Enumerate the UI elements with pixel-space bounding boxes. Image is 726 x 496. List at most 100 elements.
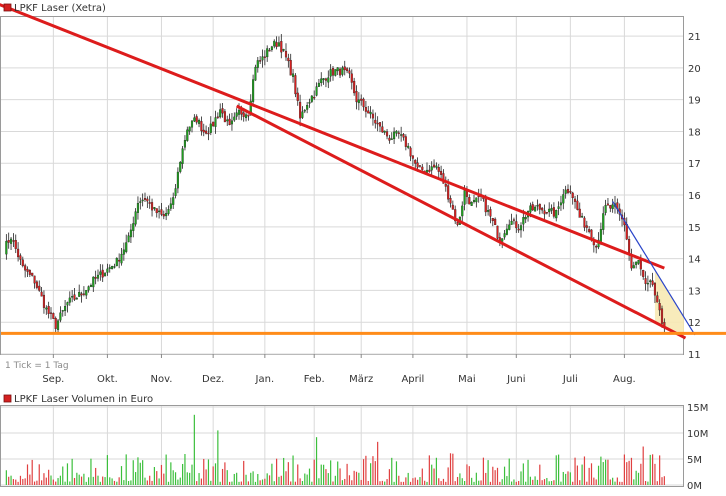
candle-body — [101, 269, 104, 278]
volume-bar — [424, 480, 426, 485]
volume-tick-label: 15M — [687, 403, 708, 414]
volume-bar — [45, 477, 47, 485]
volume-bar — [414, 477, 416, 485]
volume-panel-frame — [0, 405, 684, 487]
candle-body — [47, 305, 50, 314]
volume-bar — [440, 481, 442, 485]
volume-bar — [5, 470, 7, 485]
volume-bar — [160, 464, 163, 485]
volume-bar — [332, 481, 334, 485]
candle-body — [141, 199, 144, 202]
volume-bar — [485, 472, 487, 485]
candle-body — [125, 242, 128, 252]
volume-bar — [607, 459, 609, 485]
volume-bar — [205, 469, 207, 485]
candle-body — [148, 202, 151, 204]
volume-bar — [398, 475, 400, 485]
candle-body — [470, 201, 473, 206]
volume-bar — [555, 455, 557, 485]
candle-body — [574, 198, 577, 202]
candle-body — [522, 217, 525, 225]
candle-body — [583, 217, 586, 228]
volume-bar — [327, 473, 329, 485]
candle-body — [341, 67, 344, 75]
volume-bar — [489, 481, 492, 485]
candle-body — [75, 298, 78, 300]
candle-body — [404, 136, 407, 147]
volume-bar — [245, 474, 247, 485]
volume-bar — [170, 462, 172, 485]
volume-bar — [266, 473, 268, 485]
candle-body — [355, 91, 358, 103]
volume-bar — [407, 472, 409, 485]
candle-body — [646, 282, 649, 285]
candle-body — [221, 108, 224, 114]
volume-bar — [515, 481, 517, 485]
candle-body — [230, 120, 234, 125]
candle-body — [66, 302, 69, 306]
candle-body — [635, 261, 638, 265]
candle-body — [38, 285, 41, 291]
candle-body — [155, 208, 158, 214]
candle-body — [165, 213, 168, 217]
volume-bar — [353, 470, 355, 485]
candle-body — [435, 165, 438, 168]
volume-bar — [409, 481, 412, 485]
volume-bar — [520, 471, 522, 485]
candle-body — [249, 100, 252, 116]
volume-bar — [581, 464, 583, 485]
candle-body — [440, 170, 443, 175]
volume-bar — [447, 467, 449, 485]
candle-body — [89, 285, 93, 287]
candle-body — [139, 201, 142, 203]
volume-bar — [402, 481, 405, 485]
volume-bar — [487, 460, 489, 485]
volume-bar — [177, 479, 179, 485]
candle-body — [99, 271, 102, 275]
volume-legend-swatch — [3, 394, 12, 403]
volume-bar — [10, 475, 12, 485]
candle-body — [195, 116, 198, 123]
volume-bar — [659, 455, 661, 485]
candle-body — [207, 132, 210, 135]
volume-bar — [186, 472, 188, 485]
volume-bar — [663, 476, 665, 485]
volume-bar — [15, 479, 17, 485]
candle-body — [468, 197, 471, 205]
volume-bar — [518, 480, 520, 485]
volume-bar — [229, 481, 231, 485]
candle-body — [397, 132, 400, 134]
volume-bar — [240, 481, 242, 485]
volume-bar — [341, 480, 343, 485]
volume-bar — [621, 481, 623, 485]
volume-bar — [576, 465, 578, 485]
volume-bar — [118, 477, 120, 485]
volume-bar — [595, 479, 597, 485]
candle-body — [456, 222, 459, 225]
candle-body — [212, 121, 215, 127]
volume-bar — [339, 468, 341, 485]
candle-body — [348, 70, 351, 74]
volume-bar — [419, 477, 421, 485]
candle-body — [395, 130, 398, 134]
candle-body — [609, 205, 612, 209]
volume-bar — [541, 480, 543, 485]
volume-bar — [31, 459, 33, 485]
volume-bar — [250, 472, 252, 485]
candle-body — [169, 203, 172, 209]
volume-bar — [546, 477, 548, 485]
volume-bar — [503, 466, 506, 485]
candle-body — [637, 260, 640, 264]
volume-bar — [50, 475, 52, 485]
candle-body — [364, 106, 367, 112]
candle-body — [390, 138, 393, 140]
volume-bar — [142, 460, 144, 485]
candle-body — [524, 217, 527, 220]
price-tick-label: 16 — [688, 191, 701, 202]
candle-body — [17, 248, 20, 258]
candle-body — [393, 131, 396, 140]
month-label: Dez. — [202, 374, 224, 385]
volume-bar — [174, 472, 177, 485]
candle-body — [334, 69, 337, 76]
candle-body — [425, 169, 429, 173]
